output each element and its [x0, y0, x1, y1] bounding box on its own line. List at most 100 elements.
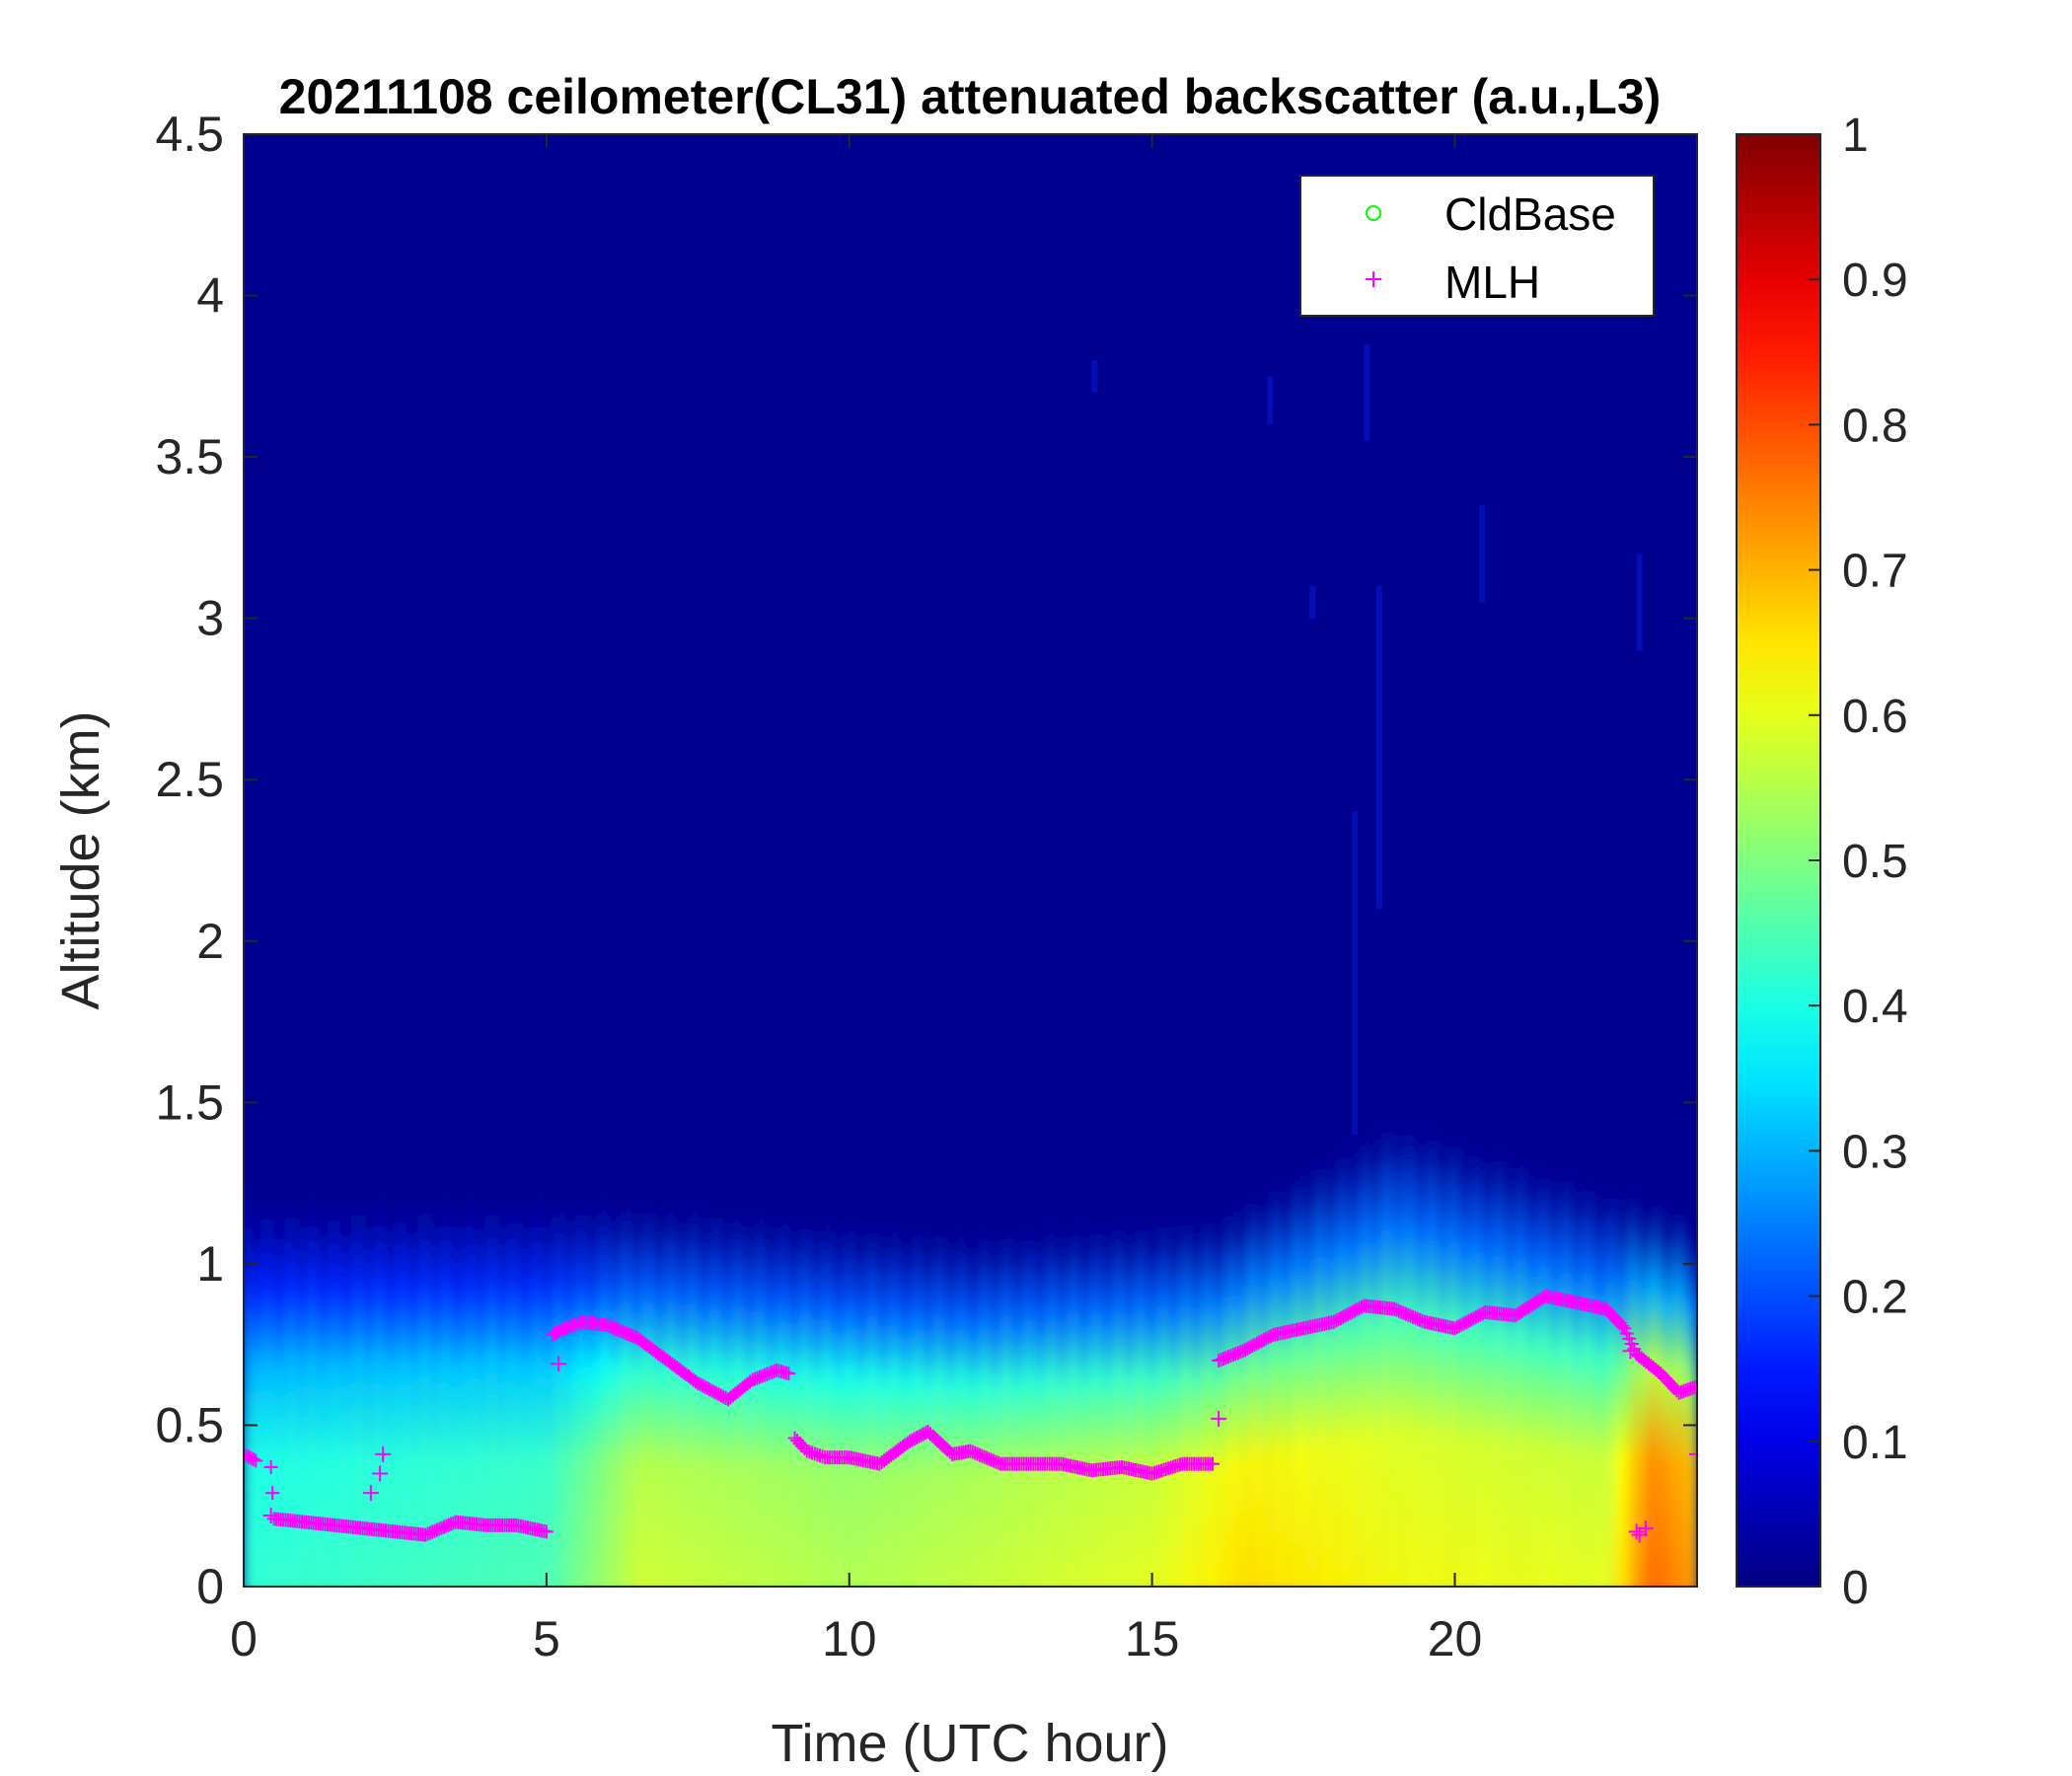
heatmap-column [539, 1219, 548, 1587]
heatmap-column [1090, 1223, 1099, 1587]
heatmap-column [1369, 1158, 1377, 1587]
heatmap-column [909, 1238, 918, 1587]
heatmap-column [776, 1221, 784, 1587]
heatmap-column [1575, 1211, 1584, 1587]
y-tick-label: 2 [196, 914, 224, 969]
heatmap-column [1156, 1221, 1165, 1587]
heatmap-column [545, 1233, 555, 1587]
heatmap-column [1278, 1200, 1287, 1587]
heatmap-column [666, 1202, 675, 1587]
heatmap-column [872, 1228, 881, 1587]
heatmap-column [369, 1221, 379, 1587]
heatmap-column [1241, 1224, 1250, 1587]
heatmap-streak [1091, 359, 1098, 393]
heatmap-column [1139, 1219, 1147, 1587]
heatmap-column [648, 1207, 657, 1587]
heatmap-column [1235, 1233, 1244, 1587]
heatmap-column [454, 1234, 463, 1587]
heatmap-column [1611, 1195, 1620, 1587]
heatmap-column [1532, 1190, 1541, 1587]
y-tick-label: 0.5 [155, 1397, 224, 1452]
heatmap-column [1023, 1226, 1032, 1587]
heatmap-column [1484, 1183, 1493, 1587]
heatmap-column [394, 1211, 403, 1587]
heatmap-column [1677, 1214, 1686, 1587]
heatmap-column [1314, 1159, 1323, 1587]
heatmap-column [244, 1196, 252, 1587]
heatmap-column [1302, 1196, 1311, 1587]
heatmap-column [411, 1230, 420, 1587]
heatmap-column [1380, 1126, 1389, 1587]
mlh-point [539, 1524, 554, 1539]
heatmap-column [333, 1198, 342, 1587]
heatmap-column [1502, 1175, 1511, 1587]
heatmap-column [448, 1212, 457, 1587]
heatmap-column [896, 1239, 905, 1587]
mlh-point [1628, 1523, 1645, 1540]
heatmap-column [1193, 1252, 1202, 1587]
heatmap-column [1077, 1252, 1087, 1587]
heatmap-column [1212, 1238, 1221, 1587]
heatmap-column [1429, 1128, 1439, 1587]
mlh-point [263, 1459, 278, 1474]
heatmap-column [1150, 1250, 1159, 1587]
legend-mlh-marker [1366, 271, 1381, 287]
y-tick-label: 1 [196, 1236, 224, 1292]
heatmap-column [260, 1206, 269, 1587]
x-axis-label: Time (UTC hour) [771, 1714, 1168, 1773]
x-tick-label: 5 [533, 1611, 560, 1666]
heatmap-column [1066, 1232, 1074, 1587]
heatmap-column [1133, 1231, 1142, 1587]
heatmap-column [321, 1233, 330, 1587]
heatmap-column [569, 1228, 578, 1587]
heatmap-column [575, 1199, 584, 1587]
heatmap-column [339, 1226, 348, 1587]
heatmap-column [1405, 1119, 1414, 1587]
heatmap-column [745, 1246, 754, 1587]
heatmap-column [1471, 1142, 1481, 1587]
heatmap-column [751, 1228, 760, 1587]
heatmap-column [376, 1196, 385, 1587]
heatmap-column [1169, 1251, 1178, 1587]
x-tick-label: 20 [1428, 1611, 1483, 1666]
heatmap-column [357, 1205, 366, 1587]
heatmap-column [1453, 1141, 1462, 1587]
heatmap-column [327, 1208, 336, 1587]
heatmap-column [563, 1227, 572, 1587]
colorbar-tick-label: 0.1 [1842, 1417, 1908, 1469]
heatmap-column [502, 1225, 512, 1587]
y-tick-label: 4.5 [155, 107, 224, 162]
heatmap-column [842, 1229, 851, 1587]
heatmap-column [424, 1203, 433, 1587]
heatmap-column [981, 1227, 990, 1587]
heatmap-column [739, 1221, 748, 1587]
heatmap-column [902, 1261, 912, 1587]
heatmap-column [297, 1233, 306, 1587]
heatmap-column [975, 1246, 984, 1587]
heatmap-column [278, 1226, 287, 1587]
heatmap-column [853, 1248, 863, 1587]
axes-frame [243, 133, 1698, 1588]
heatmap-column [1036, 1262, 1045, 1587]
y-tick-label: 3.5 [155, 429, 224, 484]
heatmap-column [406, 1223, 414, 1587]
heatmap-column [473, 1221, 481, 1587]
heatmap-column [1351, 1176, 1360, 1587]
heatmap-column [1084, 1253, 1093, 1587]
heatmap-column [1423, 1141, 1432, 1587]
y-axis-label: Altitude (km) [51, 710, 111, 1009]
heatmap-column [303, 1218, 312, 1587]
heatmap-column [388, 1234, 397, 1587]
heatmap-column [1604, 1187, 1614, 1587]
heatmap-column [836, 1254, 845, 1587]
heatmap-column [533, 1196, 542, 1587]
heatmap-column [1199, 1229, 1208, 1587]
heatmap-column [1260, 1224, 1269, 1587]
heatmap-column [593, 1220, 603, 1587]
heatmap-streak [1375, 585, 1382, 910]
heatmap-column [1411, 1139, 1420, 1587]
heatmap-column [1345, 1161, 1354, 1587]
mlh-point [1211, 1410, 1227, 1427]
heatmap-column [606, 1216, 615, 1587]
heatmap-streak [1479, 505, 1486, 603]
